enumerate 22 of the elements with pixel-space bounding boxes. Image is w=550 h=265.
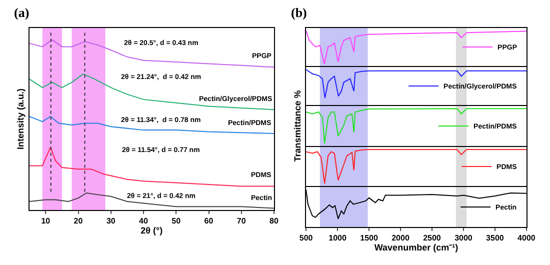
x-tick-label: 1000: [328, 234, 347, 243]
x-tick-label: 3000: [454, 234, 473, 243]
x-tick-label: 40: [139, 216, 149, 226]
x-tick-label: 1500: [360, 234, 378, 243]
x-tick-label: 2000: [392, 234, 410, 243]
x-tick-label: 4000: [518, 234, 536, 243]
x-tick-label: 20: [74, 216, 84, 226]
x-tick-label: 80: [270, 216, 279, 226]
x-tick-label: 3500: [486, 234, 504, 243]
x-tick-label: 500: [299, 234, 314, 243]
x-tick-label: 60: [204, 216, 214, 226]
x-tick-label: 10: [41, 216, 51, 226]
x-axis-title: 2θ (°): [140, 226, 163, 236]
x-tick-label: 2500: [423, 234, 442, 243]
chart-title: (b): [291, 5, 307, 20]
chart-title: (a): [14, 5, 30, 20]
y-axis-title: Intensity (a.u.): [16, 88, 26, 150]
y-axis-title: Transmittance %: [292, 90, 302, 162]
x-tick-label: 50: [172, 216, 182, 226]
x-tick-label: 70: [236, 216, 246, 226]
x-tick-label: 30: [106, 216, 116, 226]
x-axis-title: Wavenumber (cm⁻¹): [374, 242, 458, 253]
